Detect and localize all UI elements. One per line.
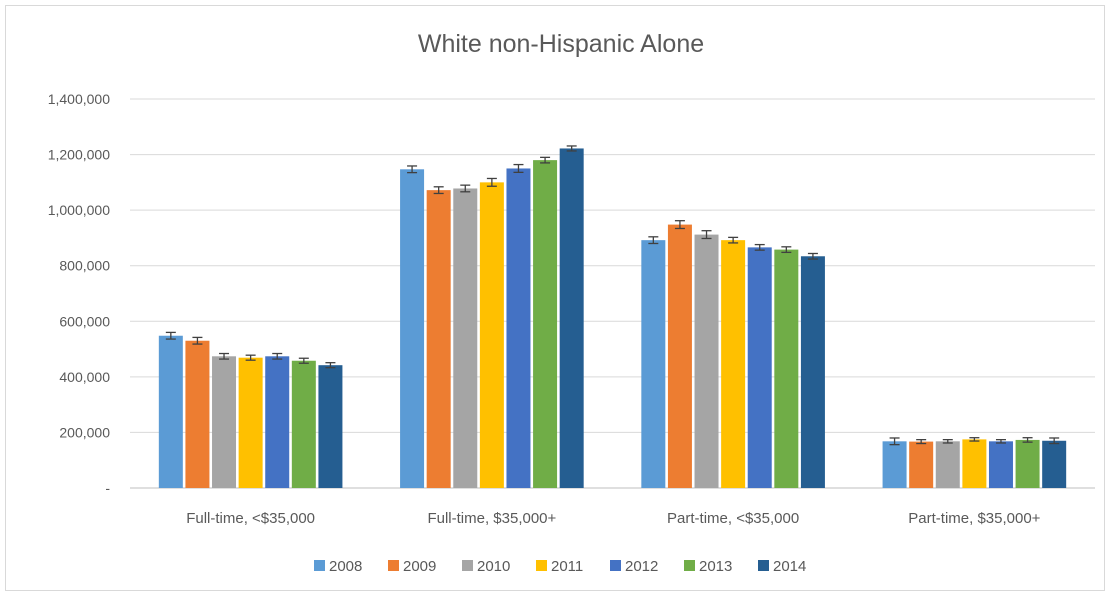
legend-swatch — [314, 560, 325, 571]
bar — [800, 256, 825, 488]
y-tick-label: 1,200,000 — [48, 147, 110, 163]
legend: 2008 2009 2010 2011 2012 2013 2014 — [314, 558, 806, 575]
x-tick-label: Full-time, $35,000+ — [427, 510, 556, 527]
y-tick-label: 400,000 — [59, 369, 110, 385]
legend-swatch — [462, 560, 473, 571]
y-tick-label: - — [105, 480, 110, 496]
error-bars — [165, 145, 1060, 446]
bar — [185, 340, 210, 488]
y-tick-label: 1,000,000 — [48, 202, 110, 218]
bar — [212, 356, 237, 488]
bar — [747, 247, 772, 488]
bar — [318, 365, 343, 488]
gridlines — [130, 98, 1095, 489]
bar — [935, 441, 960, 488]
bar — [882, 441, 907, 488]
bar — [962, 439, 987, 488]
bar — [721, 240, 746, 488]
legend-label: 2012 — [625, 558, 658, 575]
legend-label: 2014 — [773, 558, 806, 575]
y-tick-label: 800,000 — [59, 258, 110, 274]
bar — [238, 357, 263, 488]
bar — [988, 441, 1013, 488]
y-tick-label: 200,000 — [59, 424, 110, 440]
legend-swatch — [684, 560, 695, 571]
bar — [506, 168, 531, 488]
bar — [641, 240, 666, 488]
legend-label: 2013 — [699, 558, 732, 575]
x-tick-label: Part-time, <$35,000 — [667, 510, 799, 527]
bar — [694, 234, 719, 488]
chart-title: White non-Hispanic Alone — [417, 30, 705, 58]
y-axis-ticks: - 200,000 400,000 600,000 800,000 1,000,000 1,… — [48, 91, 111, 496]
legend-label: 2011 — [551, 558, 583, 575]
bars — [158, 148, 1067, 489]
bar — [400, 169, 425, 488]
legend-label: 2009 — [403, 558, 436, 575]
bar — [559, 148, 584, 489]
legend-swatch — [610, 560, 621, 571]
legend-swatch — [758, 560, 769, 571]
y-tick-label: 600,000 — [59, 313, 110, 329]
legend-swatch — [388, 560, 399, 571]
bar — [479, 182, 504, 488]
bar — [1042, 440, 1067, 488]
legend-label: 2010 — [477, 558, 510, 575]
legend-label: 2008 — [329, 558, 362, 575]
bar — [453, 188, 478, 488]
y-tick-label: 1,400,000 — [48, 91, 110, 107]
legend-swatch — [536, 560, 547, 571]
x-axis-ticks: Full-time, <$35,000 Full-time, $35,000+ Pa… — [186, 510, 1040, 527]
bar — [909, 441, 934, 488]
bar — [265, 356, 290, 488]
bar — [533, 160, 558, 488]
x-tick-label: Part-time, $35,000+ — [908, 510, 1040, 527]
bar — [426, 190, 451, 488]
bar — [774, 249, 799, 488]
bar — [158, 335, 183, 488]
bar — [1015, 439, 1040, 488]
x-tick-label: Full-time, <$35,000 — [186, 510, 315, 527]
bar — [667, 224, 692, 488]
bar — [291, 360, 316, 488]
